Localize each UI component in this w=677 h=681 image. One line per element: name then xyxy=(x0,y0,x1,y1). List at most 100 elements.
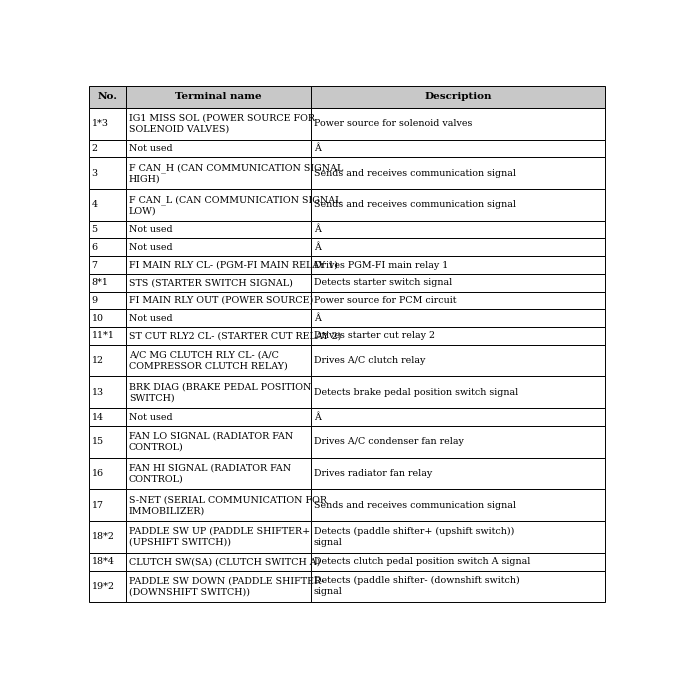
Bar xyxy=(89,571,126,602)
Bar xyxy=(126,345,311,377)
Bar xyxy=(126,490,311,521)
Bar xyxy=(126,274,311,291)
Bar xyxy=(89,327,126,345)
Text: A/C MG CLUTCH RLY CL- (A/C
COMPRESSOR CLUTCH RELAY): A/C MG CLUTCH RLY CL- (A/C COMPRESSOR CL… xyxy=(129,351,288,370)
Text: Drives A/C clutch relay: Drives A/C clutch relay xyxy=(314,356,425,365)
Bar xyxy=(126,571,311,602)
Text: Description: Description xyxy=(424,92,492,101)
Text: STS (STARTER SWITCH SIGNAL): STS (STARTER SWITCH SIGNAL) xyxy=(129,279,292,287)
Text: 6: 6 xyxy=(91,243,97,252)
Bar xyxy=(311,327,605,345)
Text: 13: 13 xyxy=(91,387,104,397)
Text: 14: 14 xyxy=(91,413,104,422)
Text: S-NET (SERIAL COMMUNICATION FOR
IMMOBILIZER): S-NET (SERIAL COMMUNICATION FOR IMMOBILI… xyxy=(129,495,327,515)
Bar xyxy=(311,189,605,221)
Text: 7: 7 xyxy=(91,261,97,270)
Text: 11*1: 11*1 xyxy=(91,332,114,340)
Text: Not used: Not used xyxy=(129,314,173,323)
Text: Drives starter cut relay 2: Drives starter cut relay 2 xyxy=(314,332,435,340)
Text: PADDLE SW DOWN (PADDLE SHIFTER-
(DOWNSHIFT SWITCH)): PADDLE SW DOWN (PADDLE SHIFTER- (DOWNSHI… xyxy=(129,576,324,597)
Bar xyxy=(89,521,126,553)
Bar xyxy=(89,140,126,157)
Text: FAN HI SIGNAL (RADIATOR FAN
CONTROL): FAN HI SIGNAL (RADIATOR FAN CONTROL) xyxy=(129,463,291,484)
Bar xyxy=(126,238,311,256)
Text: F CAN_L (CAN COMMUNICATION SIGNAL
LOW): F CAN_L (CAN COMMUNICATION SIGNAL LOW) xyxy=(129,195,341,216)
Bar xyxy=(311,521,605,553)
Bar xyxy=(311,426,605,458)
Text: Â: Â xyxy=(314,413,321,422)
Bar xyxy=(126,408,311,426)
Text: Sends and receives communication signal: Sends and receives communication signal xyxy=(314,169,516,178)
Bar xyxy=(89,345,126,377)
Bar xyxy=(311,553,605,571)
Text: Â: Â xyxy=(314,314,321,323)
Text: 8*1: 8*1 xyxy=(91,279,108,287)
Text: Detects brake pedal position switch signal: Detects brake pedal position switch sign… xyxy=(314,387,518,397)
Text: IG1 MISS SOL (POWER SOURCE FOR
SOLENOID VALVES): IG1 MISS SOL (POWER SOURCE FOR SOLENOID … xyxy=(129,114,315,133)
Text: Drives PGM-FI main relay 1: Drives PGM-FI main relay 1 xyxy=(314,261,448,270)
Bar xyxy=(126,140,311,157)
Bar xyxy=(89,108,126,140)
Text: Drives radiator fan relay: Drives radiator fan relay xyxy=(314,469,432,478)
Text: Not used: Not used xyxy=(129,225,173,234)
Bar xyxy=(126,458,311,490)
Text: BRK DIAG (BRAKE PEDAL POSITION
SWITCH): BRK DIAG (BRAKE PEDAL POSITION SWITCH) xyxy=(129,382,311,402)
Bar xyxy=(89,458,126,490)
Text: Detects clutch pedal position switch A signal: Detects clutch pedal position switch A s… xyxy=(314,557,530,566)
Bar xyxy=(311,458,605,490)
Bar xyxy=(311,274,605,291)
Text: 18*4: 18*4 xyxy=(91,557,114,566)
Text: 10: 10 xyxy=(91,314,104,323)
Bar xyxy=(311,221,605,238)
Bar xyxy=(126,521,311,553)
Text: 19*2: 19*2 xyxy=(91,582,114,591)
Text: Terminal name: Terminal name xyxy=(175,92,261,101)
Bar xyxy=(89,490,126,521)
Bar xyxy=(126,157,311,189)
Bar xyxy=(89,86,126,108)
Bar xyxy=(311,345,605,377)
Bar xyxy=(311,108,605,140)
Bar xyxy=(311,309,605,327)
Bar xyxy=(126,327,311,345)
Bar xyxy=(126,426,311,458)
Text: 18*2: 18*2 xyxy=(91,533,114,541)
Text: Â: Â xyxy=(314,144,321,153)
Text: 16: 16 xyxy=(91,469,104,478)
Text: Â: Â xyxy=(314,243,321,252)
Text: Power source for solenoid valves: Power source for solenoid valves xyxy=(314,119,473,128)
Bar xyxy=(311,408,605,426)
Bar xyxy=(126,86,311,108)
Bar xyxy=(89,238,126,256)
Bar xyxy=(126,189,311,221)
Text: FAN LO SIGNAL (RADIATOR FAN
CONTROL): FAN LO SIGNAL (RADIATOR FAN CONTROL) xyxy=(129,432,293,452)
Bar xyxy=(311,291,605,309)
Bar xyxy=(311,157,605,189)
Bar xyxy=(89,291,126,309)
Text: Detects starter switch signal: Detects starter switch signal xyxy=(314,279,452,287)
Bar xyxy=(89,377,126,408)
Text: CLUTCH SW(SA) (CLUTCH SWITCH A): CLUTCH SW(SA) (CLUTCH SWITCH A) xyxy=(129,557,320,566)
Bar xyxy=(311,571,605,602)
Text: Detects (paddle shifter+ (upshift switch))
signal: Detects (paddle shifter+ (upshift switch… xyxy=(314,527,515,547)
Text: 2: 2 xyxy=(91,144,97,153)
Text: FI MAIN RLY CL- (PGM-FI MAIN RELAY 1): FI MAIN RLY CL- (PGM-FI MAIN RELAY 1) xyxy=(129,261,338,270)
Text: FI MAIN RLY OUT (POWER SOURCE): FI MAIN RLY OUT (POWER SOURCE) xyxy=(129,296,313,305)
Text: Not used: Not used xyxy=(129,413,173,422)
Bar xyxy=(311,238,605,256)
Text: Not used: Not used xyxy=(129,243,173,252)
Bar xyxy=(126,256,311,274)
Text: Sends and receives communication signal: Sends and receives communication signal xyxy=(314,200,516,209)
Text: Detects (paddle shifter- (downshift switch)
signal: Detects (paddle shifter- (downshift swit… xyxy=(314,576,520,597)
Text: Power source for PCM circuit: Power source for PCM circuit xyxy=(314,296,456,305)
Text: F CAN_H (CAN COMMUNICATION SIGNAL
HIGH): F CAN_H (CAN COMMUNICATION SIGNAL HIGH) xyxy=(129,163,343,184)
Text: 4: 4 xyxy=(91,200,97,209)
Text: 15: 15 xyxy=(91,437,104,446)
Bar xyxy=(89,426,126,458)
Bar xyxy=(89,309,126,327)
Text: 3: 3 xyxy=(91,169,97,178)
Text: Â: Â xyxy=(314,225,321,234)
Text: 1*3: 1*3 xyxy=(91,119,108,128)
Text: 9: 9 xyxy=(91,296,97,305)
Text: No.: No. xyxy=(97,92,117,101)
